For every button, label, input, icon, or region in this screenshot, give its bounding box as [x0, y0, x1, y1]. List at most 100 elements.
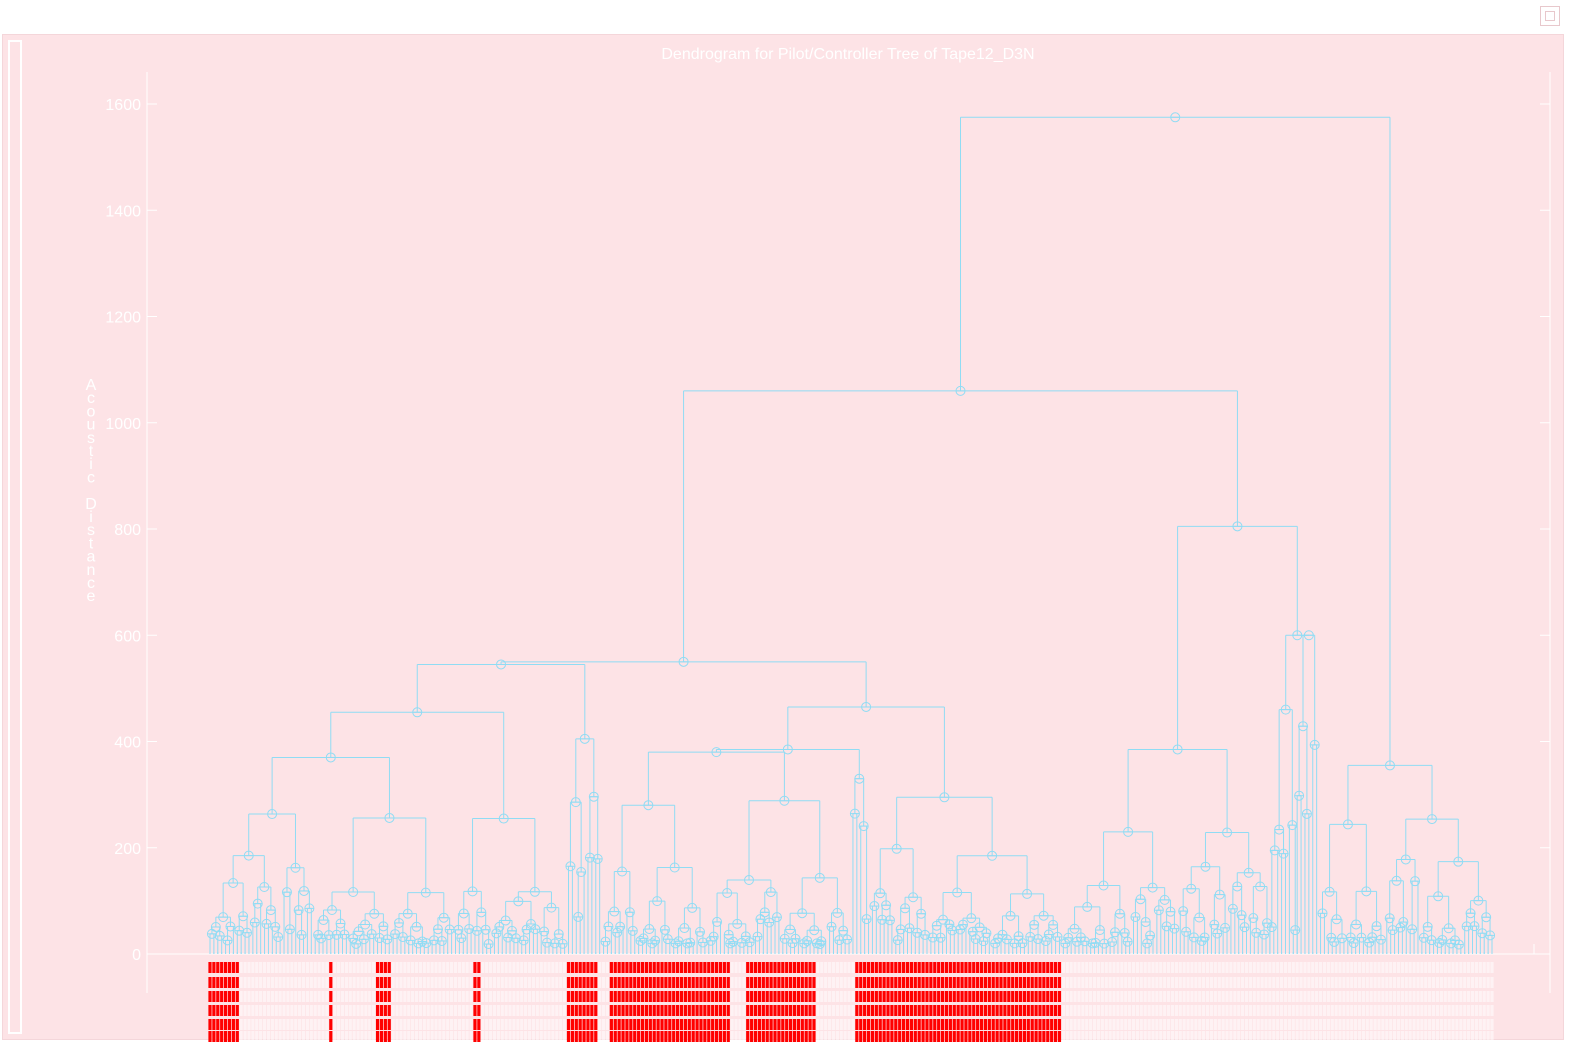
leaf-label-glyph	[1373, 962, 1377, 973]
leaf-label-glyph	[734, 1019, 738, 1030]
leaf-label-glyph	[298, 962, 302, 973]
leaf-label-glyph	[1361, 977, 1366, 988]
leaf-label-glyph	[1213, 1031, 1217, 1042]
leaf-label-glyph	[827, 1005, 832, 1016]
leaf-label-glyph	[750, 991, 754, 1002]
leaf-label-glyph	[1018, 991, 1023, 1002]
leaf-label-glyph	[1268, 1031, 1272, 1042]
leaf-label-glyph	[804, 1005, 808, 1016]
leaf-label-glyph	[617, 1005, 621, 1016]
leaf-label-glyph	[1089, 991, 1093, 1002]
leaf-label-glyph	[1357, 1019, 1362, 1030]
leaf-label-glyph	[746, 962, 750, 973]
leaf-label-glyph	[601, 1031, 606, 1042]
leaf-label-glyph	[1260, 977, 1264, 988]
leaf-label-glyph	[870, 1031, 875, 1042]
leaf-label-glyph	[1128, 1031, 1132, 1042]
leaf-label-glyph	[1108, 1019, 1112, 1030]
leaf-label-glyph	[1431, 1005, 1436, 1016]
leaf-label-glyph	[644, 977, 649, 988]
leaf-label-glyph	[1186, 991, 1190, 1002]
leaf-label-glyph	[426, 977, 430, 988]
leaf-label-glyph	[465, 977, 469, 988]
leaf-label-glyph	[1104, 1005, 1108, 1016]
leaf-label-glyph	[987, 962, 991, 973]
leaf-label-glyph	[714, 1019, 719, 1030]
leaf-label-glyph	[1073, 977, 1077, 988]
leaf-label-glyph	[886, 1031, 890, 1042]
leaf-label-glyph	[372, 1019, 376, 1030]
leaf-label-glyph	[1198, 1005, 1202, 1016]
leaf-label-glyph	[640, 962, 645, 973]
leaf-label-glyph	[1369, 1005, 1373, 1016]
leaf-label-glyph	[481, 991, 485, 1002]
leaf-label-glyph	[403, 1019, 407, 1030]
leaf-label-glyph	[325, 1031, 329, 1042]
leaf-label-glyph	[1073, 1031, 1077, 1042]
leaf-label-glyph	[434, 1005, 438, 1016]
leaf-label-glyph	[1077, 1005, 1081, 1016]
leaf-label-glyph	[496, 1019, 500, 1030]
leaf-label-glyph	[364, 1031, 368, 1042]
leaf-label-glyph	[216, 962, 220, 973]
leaf-label-glyph	[1135, 962, 1140, 973]
leaf-label-glyph	[718, 1031, 723, 1042]
leaf-label-glyph	[1155, 1019, 1159, 1030]
leaf-label-glyph	[753, 1005, 758, 1016]
leaf-label-glyph	[251, 962, 255, 973]
leaf-label-glyph	[1147, 977, 1151, 988]
leaf-label-glyph	[1357, 977, 1362, 988]
leaf-label-glyph	[220, 1031, 224, 1042]
leaf-label-glyph	[524, 991, 528, 1002]
leaf-label-glyph	[270, 1031, 274, 1042]
leaf-label-glyph	[726, 962, 730, 973]
leaf-label-glyph	[1205, 1031, 1210, 1042]
window-maximize-button[interactable]	[1540, 6, 1560, 26]
leaf-label-glyph	[1170, 1005, 1175, 1016]
leaf-label-glyph	[598, 1019, 602, 1030]
leaf-label-glyph	[1155, 977, 1159, 988]
leaf-label-glyph	[1463, 962, 1467, 973]
leaf-label-glyph	[434, 977, 438, 988]
leaf-label-glyph	[625, 962, 629, 973]
leaf-label-glyph	[831, 962, 836, 973]
leaf-label-glyph	[352, 991, 356, 1002]
leaf-label-glyph	[1272, 962, 1276, 973]
leaf-label-glyph	[839, 1019, 843, 1030]
leaf-label-glyph	[449, 991, 454, 1002]
leaf-label-glyph	[1482, 962, 1486, 973]
leaf-label-glyph	[785, 977, 789, 988]
leaf-label-glyph	[555, 977, 559, 988]
leaf-label-glyph	[808, 1019, 812, 1030]
leaf-label-glyph	[309, 962, 313, 973]
leaf-label-glyph	[777, 962, 781, 973]
leaf-label-glyph	[247, 977, 251, 988]
leaf-label-glyph	[539, 962, 543, 973]
leaf-label-glyph	[1124, 962, 1128, 973]
leaf-label-glyph	[340, 1031, 345, 1042]
leaf-label-glyph	[1392, 991, 1397, 1002]
leaf-label-glyph	[235, 1031, 239, 1042]
leaf-label-glyph	[590, 962, 594, 973]
leaf-label-glyph	[473, 1005, 477, 1016]
leaf-label-glyph	[1042, 1019, 1046, 1030]
leaf-label-glyph	[1392, 1031, 1397, 1042]
leaf-label-glyph	[808, 1005, 812, 1016]
left-scroll-strip[interactable]	[8, 40, 22, 1034]
leaf-label-glyph	[1260, 962, 1264, 973]
leaf-label-glyph	[917, 1005, 921, 1016]
leaf-label-glyph	[531, 991, 536, 1002]
leaf-label-glyph	[259, 1005, 263, 1016]
leaf-label-glyph	[1128, 962, 1132, 973]
leaf-label-glyph	[266, 977, 271, 988]
leaf-label-glyph	[637, 1019, 641, 1030]
leaf-label-glyph	[594, 1005, 598, 1016]
leaf-label-glyph	[1096, 1019, 1101, 1030]
leaf-label-glyph	[1229, 962, 1233, 973]
leaf-label-glyph	[839, 977, 843, 988]
leaf-label-glyph	[999, 1019, 1003, 1030]
leaf-label-glyph	[1116, 1005, 1120, 1016]
leaf-label-glyph	[208, 991, 212, 1002]
leaf-label-glyph	[1303, 1005, 1307, 1016]
